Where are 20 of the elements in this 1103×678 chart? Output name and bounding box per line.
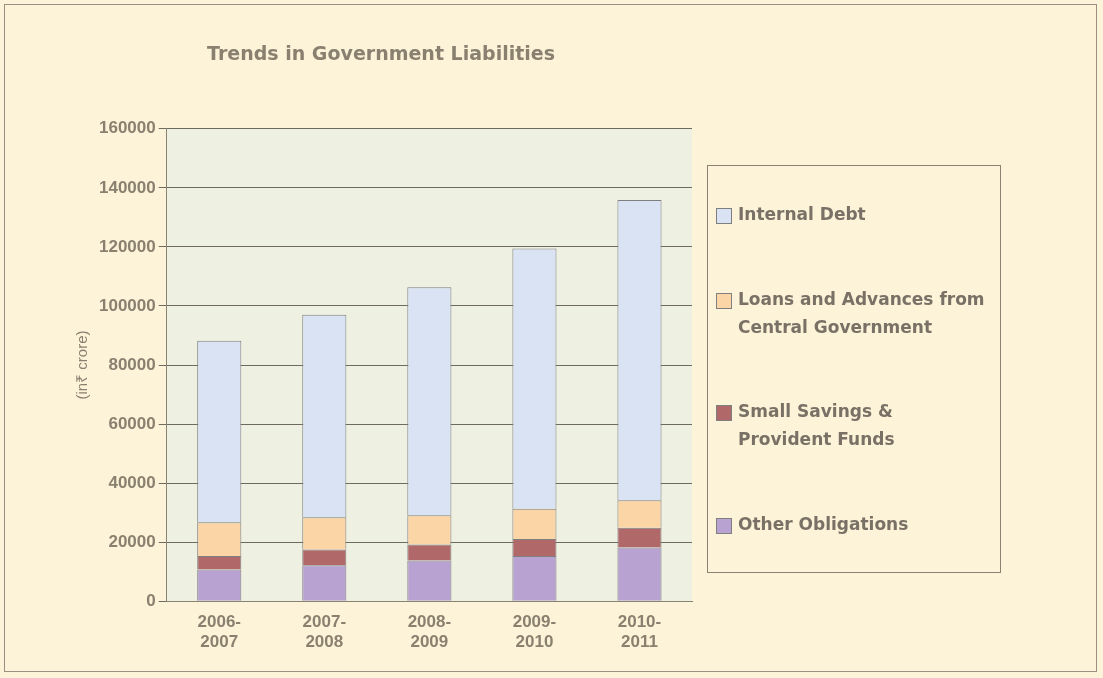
x-tick-label: 2009-2010 — [512, 612, 557, 652]
y-tick-label: 40000 — [108, 472, 156, 492]
x-tick-label: 2007-2008 — [302, 612, 347, 652]
x-tick-label: 2008-2009 — [407, 612, 452, 652]
legend-label: Small Savings & Provident Funds — [738, 400, 896, 452]
y-tick-label: 100000 — [98, 295, 156, 315]
legend-label: Loans and Advances from Central Government — [738, 287, 986, 339]
y-axis-title: (in₹ crore) — [73, 330, 91, 400]
y-tick-label: 0 — [146, 590, 156, 610]
x-tick-label: 2006-2007 — [197, 612, 241, 652]
legend-label: Internal Debt — [738, 203, 866, 227]
y-tick-label: 60000 — [108, 413, 156, 433]
y-tick-label: 80000 — [108, 354, 156, 374]
y-tick-label: 160000 — [98, 118, 156, 138]
legend-label: Other Obligations — [738, 512, 909, 536]
y-tick-label: 120000 — [98, 236, 156, 256]
y-tick-label: 20000 — [108, 531, 156, 551]
chart-title: Trends in Government Liabilities — [207, 42, 555, 65]
x-tick-label: 2010-2011 — [617, 612, 662, 652]
y-tick-label: 140000 — [98, 177, 156, 197]
